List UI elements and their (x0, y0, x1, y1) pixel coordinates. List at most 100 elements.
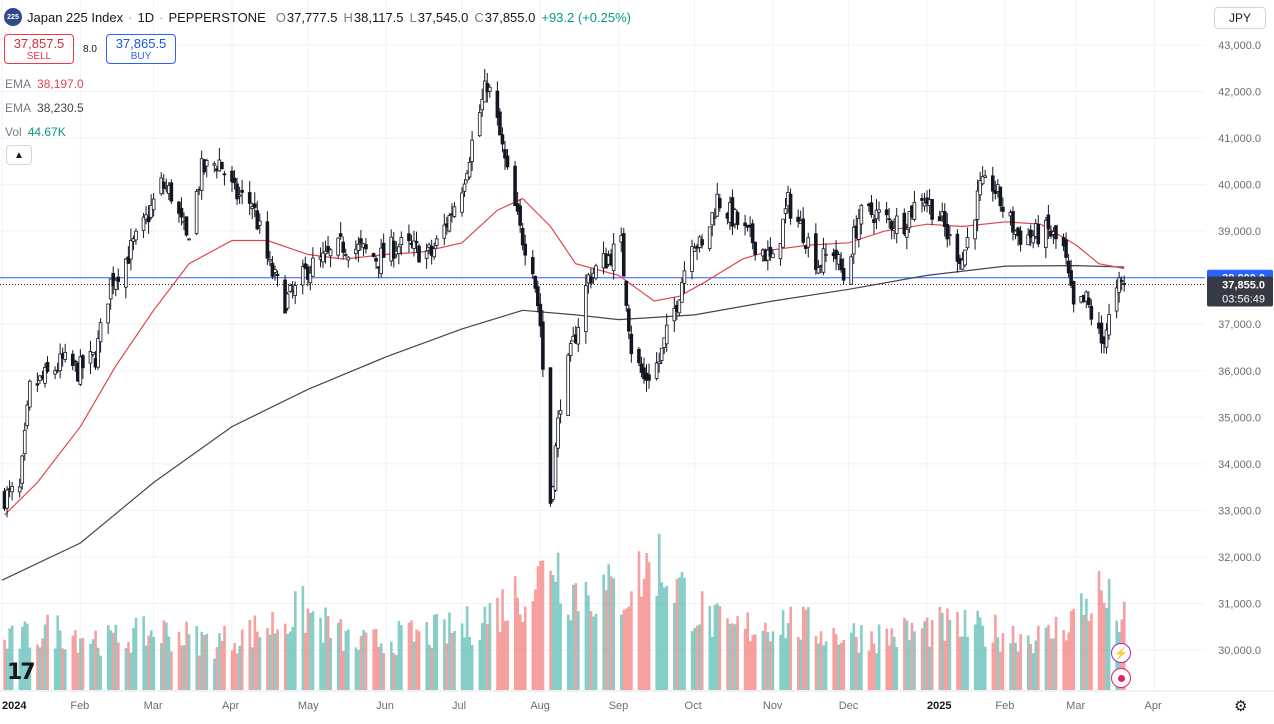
volume-bar (946, 608, 949, 690)
volume-bar (991, 642, 995, 690)
volume-bar (983, 646, 987, 690)
volume-bar (994, 614, 997, 690)
candle-body (58, 353, 62, 372)
volume-bar (8, 628, 11, 690)
time-axis-label: Sep (609, 700, 629, 712)
interval-label[interactable]: 1D (137, 9, 155, 25)
price-axis-label: 33,000.0 (1218, 505, 1261, 517)
price-axis-label: 40,000.0 (1218, 180, 1261, 192)
price-axis-label: 36,000.0 (1218, 366, 1261, 378)
candle-body (889, 220, 894, 230)
candle-body (149, 204, 153, 218)
trade-panel: 37,857.5 SELL 8.0 37,865.5 BUY (4, 34, 176, 64)
candle-body (672, 308, 677, 322)
candle-body (1087, 297, 1091, 306)
price-axis-label: 34,000.0 (1218, 459, 1261, 471)
indicator-ema-fast[interactable]: EMA 38,197.0 (5, 77, 84, 91)
volume-bar (1044, 627, 1048, 690)
indicator-name: EMA (5, 101, 32, 115)
volume-bar (238, 645, 241, 690)
volume-bar (592, 616, 595, 690)
candle-body (1066, 260, 1071, 274)
volume-bar (708, 605, 712, 690)
symbol-badge[interactable]: 225 (4, 8, 22, 26)
price-axis-label: 37,000.0 (1218, 319, 1261, 331)
sell-button[interactable]: 37,857.5 SELL (4, 34, 74, 64)
volume-bar (1009, 643, 1012, 690)
volume-bar (675, 578, 679, 690)
volume-bar (481, 622, 484, 690)
candle-body (265, 221, 270, 259)
volume-bar (1001, 633, 1005, 690)
volume-bar (680, 572, 684, 690)
volume-bar (683, 577, 686, 690)
collapse-indicators-button[interactable]: ▲ (6, 145, 32, 165)
volume-bar (549, 570, 552, 690)
candle-body (1018, 230, 1023, 245)
candle-body (541, 321, 545, 370)
candle-body (624, 280, 629, 306)
candle-body (169, 182, 174, 202)
volume-bar (566, 614, 570, 690)
volume-bar (584, 581, 588, 690)
low-value: 37,545.0 (417, 9, 469, 25)
volume-bar (622, 609, 626, 690)
volume-bar (839, 642, 843, 690)
gear-icon[interactable]: ⚙ (1234, 698, 1248, 715)
buy-button[interactable]: 37,865.5 BUY (106, 34, 176, 64)
candle-body (78, 356, 83, 385)
volume-bar (21, 626, 24, 690)
indicator-volume[interactable]: Vol 44.67K (5, 125, 66, 139)
volume-bar (253, 615, 257, 690)
record-button[interactable] (1111, 668, 1131, 688)
indicator-name: EMA (5, 77, 32, 91)
candle-body (548, 367, 553, 504)
candle-body (126, 256, 131, 264)
time-axis-label: Apr (222, 700, 239, 712)
symbol-title[interactable]: Japan 225 Index (27, 9, 124, 25)
candle-body (1054, 225, 1058, 240)
volume-bar (551, 574, 555, 690)
candle-body (993, 190, 998, 194)
volume-bar (999, 651, 1002, 690)
lightning-button[interactable]: ⚡ (1111, 643, 1131, 663)
volume-bar (79, 638, 82, 690)
currency-selector[interactable]: JPY (1214, 7, 1266, 29)
volume-bar (655, 595, 659, 690)
volume-bar (920, 628, 924, 690)
candle-body (177, 201, 181, 214)
indicator-value: 44.67K (27, 125, 66, 139)
candle-body (568, 343, 573, 356)
volume-bar (501, 589, 504, 690)
volume-bar (802, 606, 805, 690)
indicator-value: 38,197.0 (37, 77, 84, 91)
volume-bar (218, 633, 221, 690)
volume-bar (647, 562, 651, 690)
tradingview-logo[interactable]: 17 (7, 660, 36, 685)
candle-body (824, 253, 828, 256)
candle-body (288, 285, 292, 292)
volume-bar (539, 560, 542, 690)
volume-bar (81, 637, 85, 690)
candle-body (902, 212, 907, 235)
volume-bar (513, 576, 517, 690)
candle-body (1069, 270, 1073, 286)
volume-bar (1085, 598, 1088, 690)
candle-body (937, 216, 942, 222)
indicator-ema-slow[interactable]: EMA 38,230.5 (5, 101, 84, 115)
candle-body (22, 429, 27, 455)
volume-bar (410, 620, 413, 690)
candle-body (978, 180, 982, 196)
candle-body (1011, 211, 1015, 233)
volume-bar (607, 564, 610, 690)
volume-bar (572, 584, 575, 690)
volume-bar (124, 648, 128, 690)
volume-bar (336, 622, 340, 690)
volume-bar (837, 644, 840, 690)
volume-bar (271, 611, 274, 690)
volume-bar (645, 552, 648, 690)
time-axis-label: Apr (1145, 700, 1162, 712)
candle-body (576, 327, 581, 345)
